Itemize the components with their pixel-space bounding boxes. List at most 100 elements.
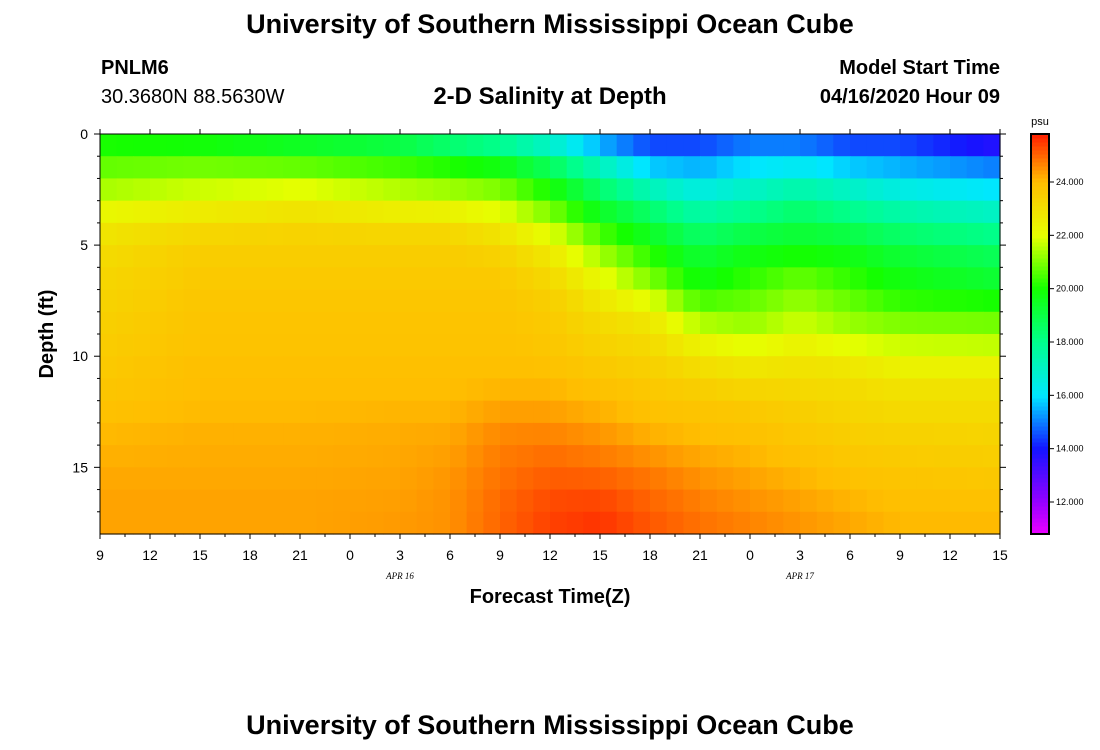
heatmap-cell (333, 422, 351, 446)
heatmap-cell (816, 245, 834, 268)
colorbar-segment (1031, 354, 1049, 359)
colorbar-segment (1031, 334, 1049, 339)
heatmap-cell (450, 400, 468, 424)
heatmap-cell (483, 222, 501, 246)
heatmap-cell (466, 178, 484, 202)
heatmap-cell (766, 200, 784, 224)
heatmap-cell (850, 222, 868, 246)
heatmap-cell (966, 289, 984, 313)
x-tick-label: 0 (746, 547, 754, 563)
heatmap-cell (566, 311, 584, 335)
heatmap-cell (100, 311, 118, 335)
colorbar-segment (1031, 438, 1049, 443)
heatmap-cell (233, 311, 251, 335)
heatmap-cell (450, 378, 468, 402)
heatmap-cell (266, 156, 284, 180)
heatmap-cell (566, 356, 584, 380)
heatmap-cell (400, 467, 418, 491)
heatmap-cell (566, 422, 584, 446)
heatmap-cell (900, 400, 918, 424)
heatmap-cell (150, 200, 168, 224)
colorbar-segment (1031, 154, 1049, 159)
heatmap-cell (916, 334, 934, 357)
heatmap-cell (983, 489, 1001, 513)
heatmap-cell (400, 489, 418, 513)
heatmap-cell (666, 311, 684, 335)
heatmap-cell (833, 134, 851, 157)
heatmap-cell (850, 200, 868, 224)
heatmap-cell (983, 511, 1001, 535)
x-tick-label: 21 (692, 547, 708, 563)
y-axis-label: Depth (ft) (36, 290, 58, 379)
heatmap-cell (866, 222, 884, 246)
heatmap-cell (800, 134, 818, 157)
heatmap-cell (633, 334, 651, 357)
heatmap-cell (450, 289, 468, 313)
heatmap-cell (383, 245, 401, 268)
heatmap-cell (716, 489, 734, 513)
heatmap-cell (966, 400, 984, 424)
heatmap-cell (233, 467, 251, 491)
heatmap-cell (166, 422, 184, 446)
colorbar-segment (1031, 494, 1049, 499)
heatmap-cell (583, 489, 601, 513)
heatmap-cell (350, 356, 368, 380)
x-tick-label: 18 (642, 547, 658, 563)
heatmap-cell (933, 200, 951, 224)
heatmap-cell (783, 378, 801, 402)
heatmap-cell (383, 489, 401, 513)
colorbar-segment (1031, 170, 1049, 175)
heatmap-cell (316, 156, 334, 180)
heatmap-cell (933, 334, 951, 357)
colorbar-segment (1031, 482, 1049, 487)
heatmap-cell (133, 378, 151, 402)
colorbar-segment (1031, 230, 1049, 235)
heatmap-cell (116, 422, 134, 446)
colorbar-segment (1031, 486, 1049, 491)
heatmap-cell (266, 467, 284, 491)
heatmap-cell (816, 200, 834, 224)
heatmap-cell (500, 178, 518, 202)
heatmap-cell (816, 489, 834, 513)
heatmap-cell (700, 489, 718, 513)
heatmap-cell (366, 245, 384, 268)
heatmap-cell (200, 267, 218, 291)
heatmap-cell (883, 356, 901, 380)
heatmap-cell (883, 178, 901, 202)
heatmap-cell (550, 311, 568, 335)
colorbar-segment (1031, 162, 1049, 167)
heatmap-cell (250, 222, 268, 246)
heatmap-cell (133, 178, 151, 202)
heatmap-cell (400, 222, 418, 246)
heatmap-cell (383, 289, 401, 313)
heatmap-cell (433, 356, 451, 380)
heatmap-cell (550, 378, 568, 402)
heatmap-cell (633, 378, 651, 402)
heatmap-cell (850, 178, 868, 202)
heatmap-cell (616, 334, 634, 357)
heatmap-cell (533, 356, 551, 380)
heatmap-cell (716, 245, 734, 268)
heatmap-cell (616, 134, 634, 157)
heatmap-cell (866, 356, 884, 380)
heatmap-cell (183, 334, 201, 357)
heatmap-cell (333, 289, 351, 313)
heatmap-cell (433, 378, 451, 402)
heatmap-cell (383, 422, 401, 446)
heatmap-cell (766, 334, 784, 357)
heatmap-cell (550, 289, 568, 313)
heatmap-cell (466, 156, 484, 180)
heatmap-cell (183, 511, 201, 535)
heatmap-cell (116, 267, 134, 291)
heatmap-cell (850, 267, 868, 291)
heatmap-cell (650, 245, 668, 268)
heatmap-cell (133, 445, 151, 468)
heatmap-cell (800, 378, 818, 402)
heatmap-cell (483, 356, 501, 380)
heatmap-cell (800, 356, 818, 380)
heatmap-cell (583, 200, 601, 224)
heatmap-cell (350, 334, 368, 357)
heatmap-cell (250, 511, 268, 535)
heatmap-cell (166, 245, 184, 268)
heatmap-cell (816, 334, 834, 357)
